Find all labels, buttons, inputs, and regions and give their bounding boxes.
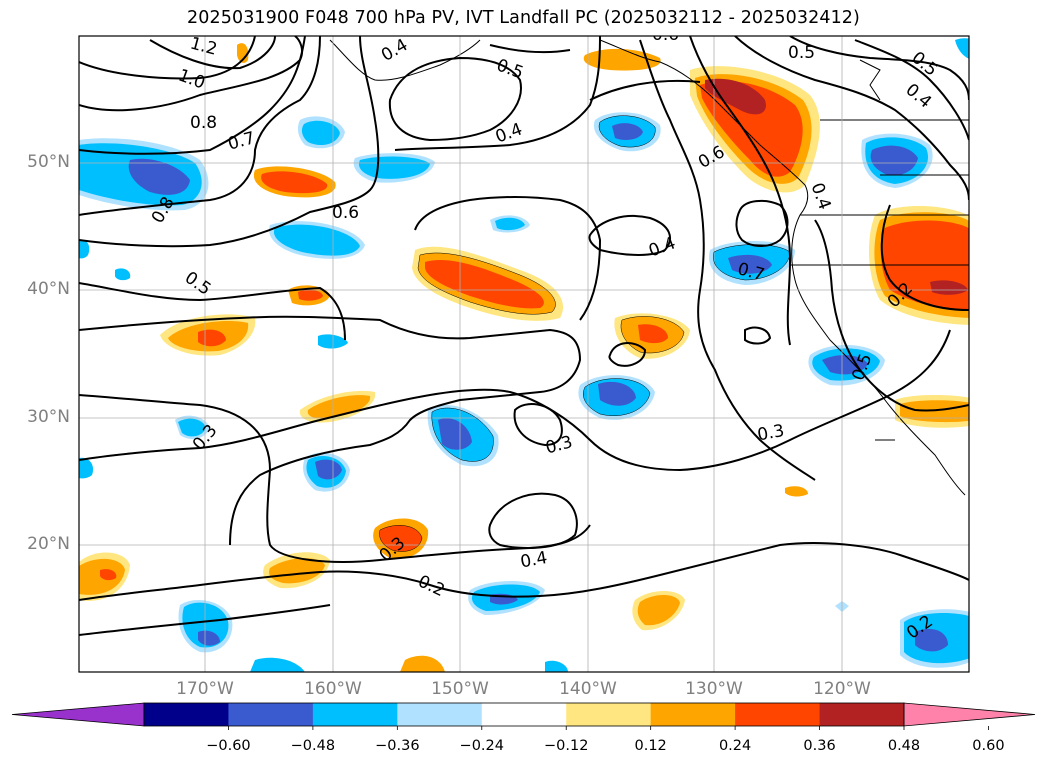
contour-label: 0.7: [226, 128, 257, 154]
contour-label: 0.2: [415, 572, 448, 602]
contour-label: 1.2: [188, 33, 219, 59]
contour-label: 0.5: [181, 268, 215, 300]
contour-label: 0.4: [378, 35, 411, 66]
contour-label: 0.6: [332, 203, 359, 223]
lat-label: 50°N: [27, 152, 70, 172]
lat-label: 20°N: [27, 534, 70, 554]
colorbar-tick-label: 0.24: [718, 738, 752, 754]
colorbar-tick-label: 0.60: [972, 738, 1005, 754]
contour-label: 0.4: [646, 233, 678, 261]
contour-label: 0.4: [806, 180, 834, 212]
contour-labels: 1.2 1.0 0.8 0.7 0.6 0.8 0.5 0.4 0.5 0.4 …: [148, 25, 942, 643]
contour-label: 0.8: [190, 113, 217, 133]
colorbar-tick-label: 0.48: [887, 738, 921, 754]
lat-label: 30°N: [27, 407, 70, 427]
contour-label: 0.3: [756, 421, 786, 445]
contour-label: 0.3: [543, 432, 574, 458]
pv-anomaly-fills: [79, 38, 969, 672]
pv-fill-outlines: [379, 115, 791, 552]
colorbar-tick-label: 0.36: [803, 738, 836, 754]
lon-label: 130°W: [685, 679, 743, 699]
colorbar-tick-label: −0.60: [206, 738, 251, 754]
lon-label: 120°W: [813, 679, 871, 699]
colorbar-tick-label: −0.48: [290, 738, 336, 754]
map-title: 2025031900 F048 700 hPa PV, IVT Landfall…: [187, 8, 860, 28]
lon-label: 160°W: [304, 679, 362, 699]
pv-contours: [79, 36, 969, 636]
lon-label: 150°W: [431, 679, 489, 699]
contour-label: 0.5: [494, 55, 526, 83]
contour-label: 0.6: [652, 25, 679, 45]
lon-label: 140°W: [559, 679, 617, 699]
lat-label: 40°N: [27, 279, 70, 299]
contour-label: 0.5: [788, 43, 815, 63]
contour-label: 0.4: [902, 80, 936, 113]
colorbar-tick-label: 0.12: [634, 738, 667, 754]
colorbar-tick-label: −0.36: [375, 738, 420, 754]
plot-frame: [78, 35, 970, 673]
graticule: [79, 36, 969, 672]
contour-label: 0.4: [519, 548, 549, 572]
contour-label: 1.0: [175, 65, 207, 93]
colorbar-tick-label: −0.12: [544, 738, 589, 754]
lon-label: 170°W: [176, 679, 234, 699]
colorbar-tick-label: −0.24: [459, 738, 504, 754]
contour-label: 0.5: [908, 48, 942, 81]
